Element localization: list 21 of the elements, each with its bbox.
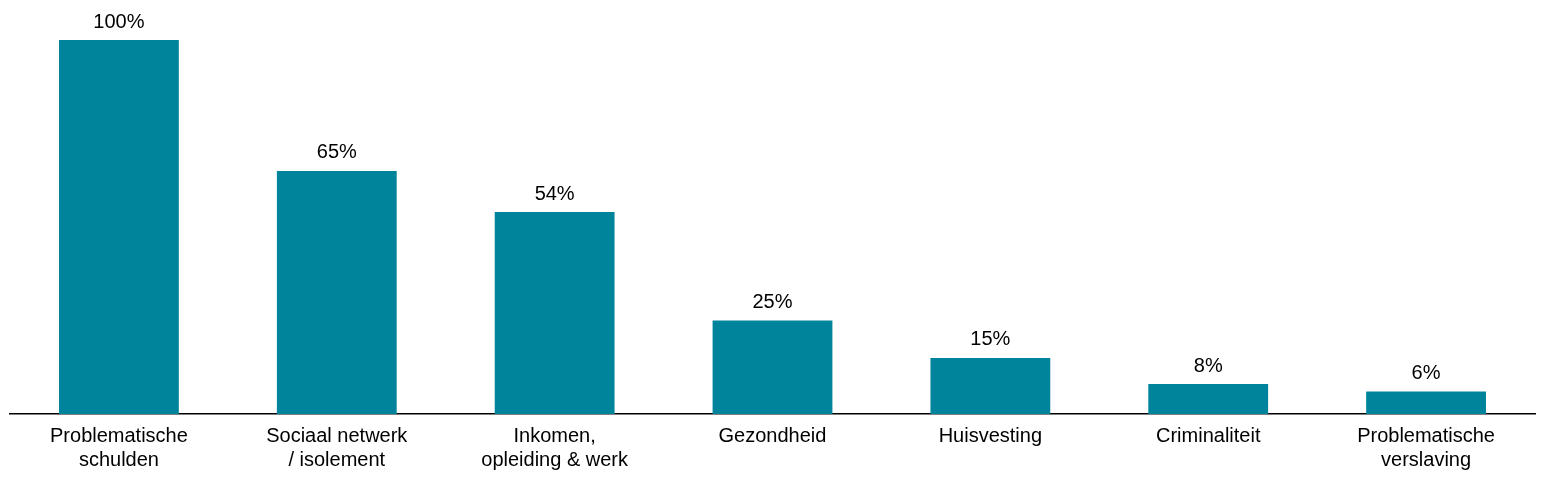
x-tick-label: Sociaal netwerk / isolement	[266, 423, 409, 470]
bar	[1148, 384, 1269, 414]
x-tick-label: Gezondheid	[718, 423, 827, 446]
bar	[1366, 391, 1486, 414]
bar	[59, 40, 179, 414]
data-label: 54%	[534, 181, 575, 204]
bar	[494, 212, 615, 414]
data-label: 15%	[970, 327, 1011, 350]
data-label: 8%	[1193, 353, 1223, 376]
x-tick-label: Huisvesting	[938, 423, 1043, 446]
bar	[930, 357, 1051, 414]
bar	[712, 320, 833, 414]
bar	[276, 170, 397, 414]
x-tick-label: Inkomen, opleiding & werk	[481, 423, 630, 470]
data-label: 65%	[316, 140, 358, 163]
x-tick-label: Problematische schulden	[50, 423, 188, 470]
x-tick-label: Problematische verslaving	[1357, 423, 1495, 470]
data-label: 100%	[93, 9, 145, 32]
data-label: 6%	[1411, 361, 1441, 384]
x-tick-label: Criminaliteit	[1155, 423, 1261, 446]
data-label: 25%	[752, 290, 793, 313]
